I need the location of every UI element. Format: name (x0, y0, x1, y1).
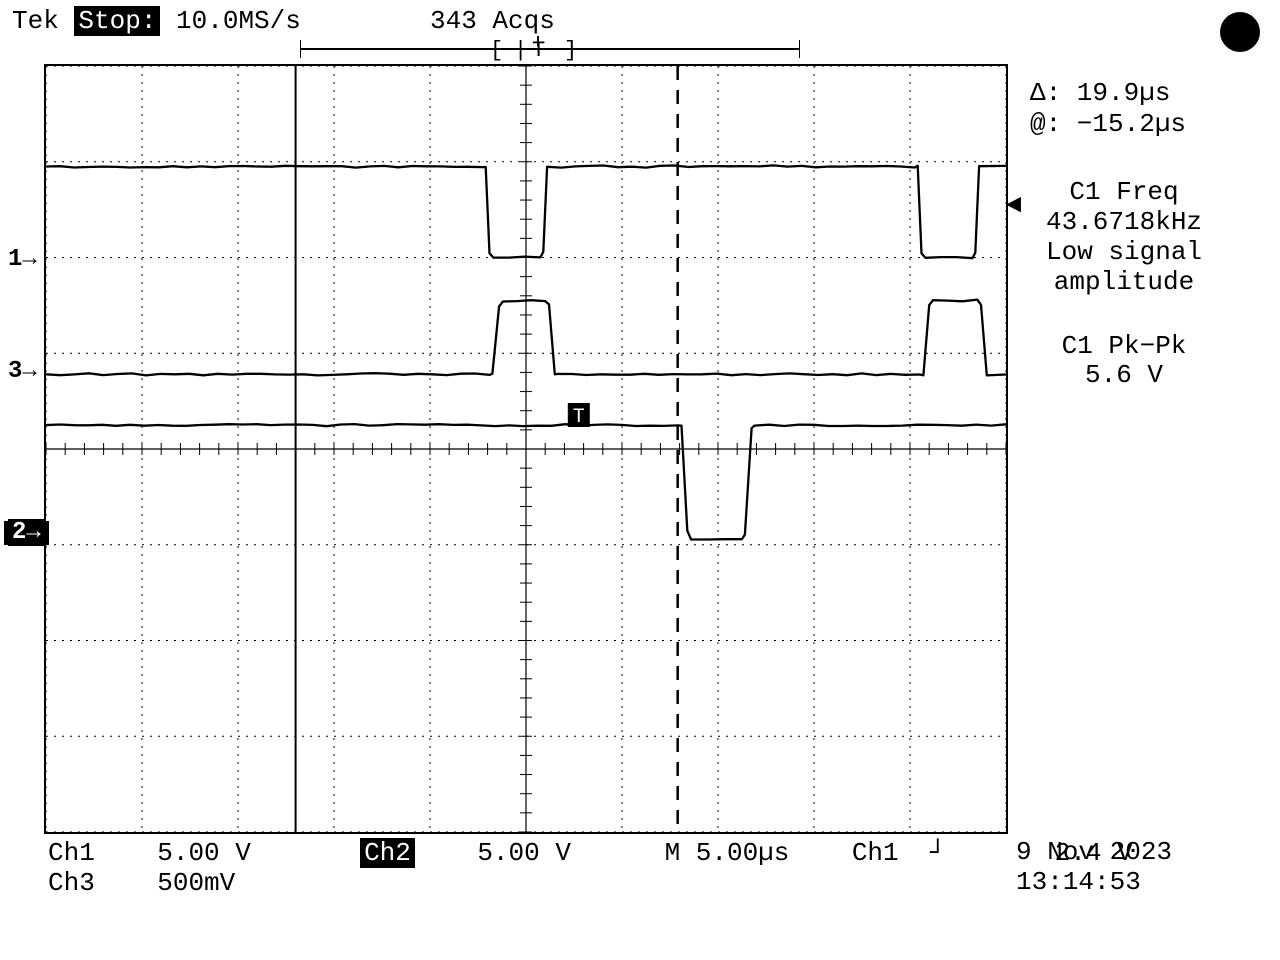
timestamp: 9 Nov 2023 13:14:53 (1016, 838, 1172, 898)
cursor-readout: Δ: 19.9µs @: −15.2µs (1030, 78, 1186, 140)
measurement-note: amplitude (1046, 268, 1202, 298)
ch3-label: Ch3 (48, 868, 95, 898)
ch2-label: Ch2 (360, 838, 415, 868)
record-bracket-icon: [ | T ] (300, 36, 800, 62)
measurement-note: Low signal (1046, 238, 1202, 268)
trigger-edge-icon: ┘ (930, 838, 946, 868)
date-label: 9 Nov 2023 (1016, 838, 1172, 868)
status-bar: Tek Stop: 10.0MS/s (12, 6, 301, 36)
measurements-panel: C1 Freq 43.6718kHz Low signal amplitude … (1046, 178, 1202, 425)
svg-text:]: ] (564, 38, 577, 62)
measurement-label: C1 Pk−Pk (1046, 332, 1202, 362)
trigger-level-arrow-icon: ◄ (1006, 190, 1022, 220)
measurement-value: 43.6718kHz (1046, 208, 1202, 238)
channel-3-ground-marker: 3→ (8, 360, 37, 384)
measurement-pkpk: C1 Pk−Pk 5.6 V (1046, 332, 1202, 392)
measurement-freq: C1 Freq 43.6718kHz Low signal amplitude (1046, 178, 1202, 298)
waveform-display[interactable]: T (44, 64, 1008, 834)
cursor-delta-label: Δ: 19.9µs (1030, 78, 1186, 109)
measurement-value: 5.6 V (1046, 361, 1202, 391)
acquisitions-label: 343 Acqs (430, 6, 555, 36)
time-label: 13:14:53 (1016, 868, 1172, 898)
channel-1-ground-marker: 1→ (8, 248, 37, 272)
ch1-scale: 5.00 V (157, 838, 251, 868)
ch1-label: Ch1 (48, 838, 95, 868)
run-state-badge: Stop: (74, 6, 160, 36)
brand-label: Tek (12, 6, 59, 36)
ch2-scale: 5.00 V (477, 838, 571, 868)
bottom-readout-line2: Ch3 500mV (48, 868, 235, 898)
svg-text:|: | (514, 38, 527, 62)
measurement-label: C1 Freq (1046, 178, 1202, 208)
sample-rate-label: 10.0MS/s (176, 6, 301, 36)
activity-indicator-icon (1218, 10, 1262, 62)
cursor-at-label: @: −15.2µs (1030, 109, 1186, 140)
svg-text:[: [ (490, 38, 503, 62)
ch3-scale: 500mV (157, 868, 235, 898)
trigger-source-label: Ch1 (852, 838, 899, 868)
timebase-label: M 5.00µs (665, 838, 790, 868)
channel-2-ground-marker: 2→ (4, 521, 49, 545)
